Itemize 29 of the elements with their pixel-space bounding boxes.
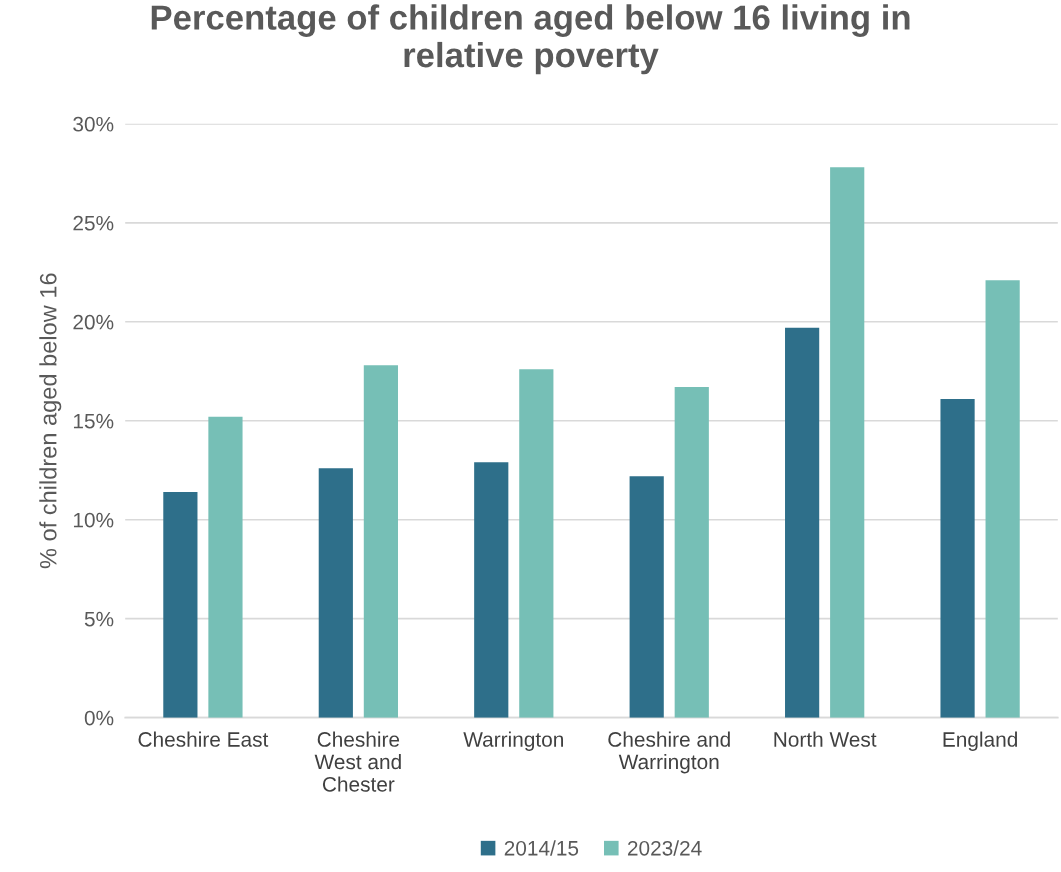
y-tick-label: 10%	[73, 512, 114, 528]
y-tick-label: 0%	[84, 710, 114, 726]
y-tick-label: 30%	[73, 116, 114, 132]
y-tick-label: 15%	[73, 413, 114, 429]
bar	[474, 462, 509, 718]
y-tick-label: 5%	[84, 611, 114, 627]
legend-label: 2023/24	[627, 840, 702, 856]
x-tick-label: North West	[774, 731, 877, 747]
bar	[674, 387, 709, 718]
y-tick-label: 25%	[73, 215, 114, 231]
y-tick-label: 20%	[73, 314, 114, 330]
legend-label: 2014/15	[504, 840, 579, 856]
bar	[519, 369, 554, 718]
bar	[318, 468, 353, 718]
bar	[163, 492, 198, 718]
x-tick-label: England	[943, 731, 1017, 751]
bar	[830, 167, 865, 718]
bar	[985, 280, 1020, 718]
x-tick-label: Warrington	[463, 731, 563, 751]
bar	[629, 476, 664, 718]
y-axis-title: % of children aged below 16	[39, 273, 62, 569]
bar	[940, 398, 975, 718]
x-tick-label: Cheshire and Warrington	[608, 731, 730, 774]
bar	[208, 416, 243, 718]
bar	[363, 365, 398, 718]
x-tick-label: Cheshire West and Chester	[314, 731, 401, 792]
bar	[785, 327, 820, 718]
chart-title: Percentage of children aged below 16 living in relative poverty	[151, 4, 910, 75]
x-tick-label: Cheshire East	[138, 731, 269, 747]
